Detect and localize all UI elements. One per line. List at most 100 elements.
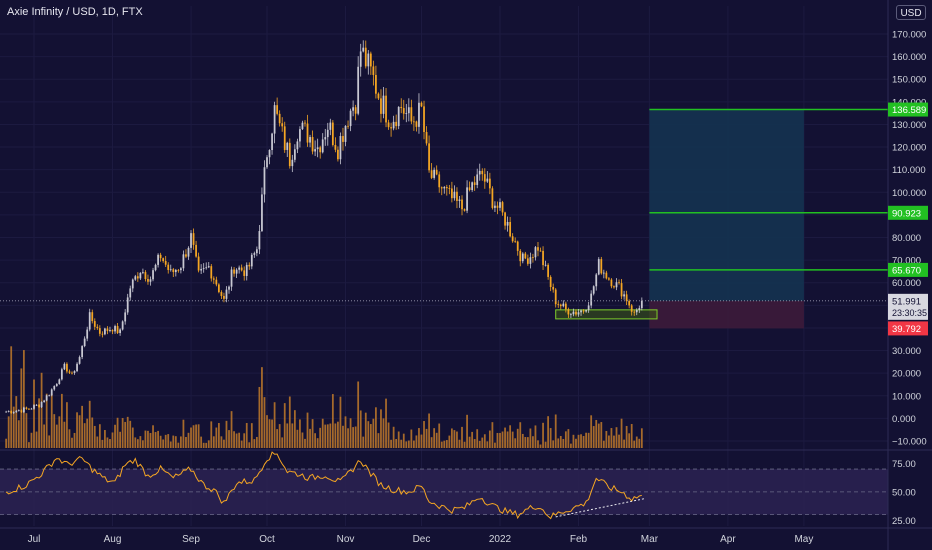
volume-bar <box>283 403 286 448</box>
volume-bar <box>106 437 109 448</box>
candle-body <box>514 241 517 243</box>
price-tick-label: 160.000 <box>892 52 926 63</box>
candle-body <box>364 47 367 67</box>
candle-body <box>602 272 605 274</box>
candle-body <box>448 188 451 189</box>
volume-bar <box>440 441 443 448</box>
time-tick-label: Nov <box>337 534 355 545</box>
currency-button[interactable]: USD <box>896 5 926 20</box>
price-tick-label: 130.000 <box>892 120 926 131</box>
volume-bar <box>144 430 147 448</box>
candle-body <box>212 278 215 280</box>
volume-bar <box>177 442 180 448</box>
candle-body <box>210 266 213 279</box>
candle-body <box>306 123 309 143</box>
volume-bar <box>180 436 182 448</box>
volume-bar <box>240 440 243 448</box>
candle-body <box>93 321 96 327</box>
target-mid-label: 90.923 <box>892 208 921 219</box>
volume-bar <box>407 440 410 448</box>
volume-bar <box>207 440 210 448</box>
volume-bar <box>501 431 504 448</box>
candle-body <box>162 258 165 261</box>
candle-body <box>73 371 76 373</box>
candle-body <box>225 289 228 299</box>
candle-body <box>278 113 281 124</box>
candle-body <box>597 259 600 275</box>
volume-bar <box>516 428 519 448</box>
volume-bar <box>190 427 192 448</box>
volume-bar <box>319 427 322 448</box>
volume-bar <box>304 438 306 448</box>
volume-bar <box>228 430 230 448</box>
candle-body <box>60 369 63 380</box>
candle-body <box>501 202 504 213</box>
volume-bar <box>532 436 534 448</box>
volume-bar <box>585 432 587 448</box>
volume-bar <box>559 435 562 448</box>
volume-bar <box>321 418 324 448</box>
candle-body <box>615 282 618 288</box>
candle-body <box>258 231 261 250</box>
candle-body <box>207 266 210 268</box>
volume-bar <box>174 436 177 448</box>
volume-bar <box>273 402 276 448</box>
candle-body <box>390 127 392 129</box>
volume-bar <box>342 425 344 448</box>
price-level-lines[interactable] <box>0 108 888 302</box>
volume-bar <box>562 438 565 448</box>
volume-bar <box>413 440 415 448</box>
candle-body <box>623 294 625 297</box>
candle-body <box>195 244 197 257</box>
volume-bar <box>618 434 620 448</box>
volume-bar <box>268 419 271 448</box>
candle-body <box>187 247 190 257</box>
candle-body <box>245 264 248 276</box>
candle-body <box>28 408 30 410</box>
candle-body <box>215 279 218 285</box>
volume-bar <box>109 439 111 448</box>
candle-body <box>410 107 413 122</box>
candle-body <box>5 411 8 413</box>
volume-bar <box>220 436 223 448</box>
candle-body <box>83 338 86 347</box>
candle-body <box>174 269 177 273</box>
candle-body <box>481 170 484 175</box>
volume-bar <box>481 437 484 448</box>
candle-body <box>45 395 48 401</box>
volume-bar <box>98 424 101 448</box>
candle-body <box>640 300 643 309</box>
volume-bar <box>43 424 46 448</box>
candle-body <box>329 122 332 130</box>
volume-bar <box>387 422 390 448</box>
volume-bar <box>316 438 319 448</box>
volume-bar <box>600 422 603 448</box>
candle-body <box>111 330 114 332</box>
candle-body <box>466 187 468 211</box>
candle-body <box>400 106 403 109</box>
candle-body <box>299 129 301 142</box>
candle-body <box>248 264 251 267</box>
volume-bar <box>572 434 575 448</box>
volume-bar <box>488 430 491 448</box>
candle-body <box>423 106 425 133</box>
volume-bar <box>362 436 365 448</box>
volume-bar <box>81 405 84 448</box>
candle-body <box>147 279 149 282</box>
volume-bar <box>5 438 8 448</box>
volume-bar <box>633 440 636 448</box>
volume-bar <box>136 439 139 448</box>
volume-bar <box>83 423 86 448</box>
candle-body <box>377 93 380 99</box>
volume-bar <box>463 441 466 448</box>
candle-body <box>101 333 104 335</box>
volume-bar <box>187 432 190 448</box>
candle-body <box>228 286 230 290</box>
volume-bar <box>521 433 524 448</box>
candle-body <box>25 407 28 409</box>
time-tick-label: Sep <box>182 534 200 545</box>
candle-body <box>104 328 106 335</box>
volume-bar <box>549 428 552 448</box>
volume-bar <box>575 438 577 448</box>
